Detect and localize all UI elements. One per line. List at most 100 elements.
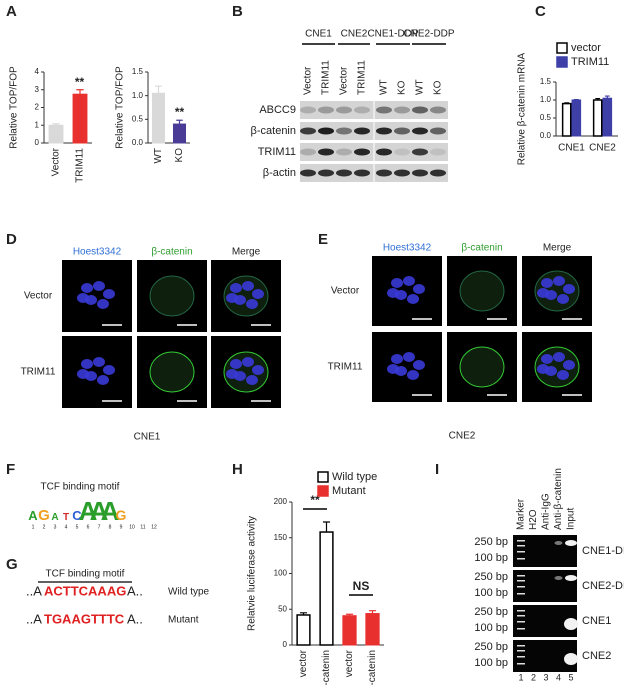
annotation: ** <box>175 105 185 119</box>
nucleus <box>242 357 254 367</box>
x-tick-label: CNE1 <box>558 143 585 154</box>
nucleus <box>252 289 264 299</box>
y-tick-label: 0.5 <box>132 114 144 123</box>
y-tick-label: 1.0 <box>132 91 144 100</box>
marker-band <box>517 545 525 547</box>
logo-position: 8 <box>109 524 112 530</box>
nucleus <box>541 278 553 288</box>
legend-swatch <box>556 56 568 68</box>
marker-band <box>517 628 525 630</box>
error-bar <box>52 123 60 126</box>
blot-band <box>336 169 352 177</box>
legend-label: Mutant <box>332 485 366 497</box>
nucleus <box>246 375 258 385</box>
micrograph <box>522 256 592 326</box>
blot-band <box>336 127 352 135</box>
bar <box>561 102 572 137</box>
nucleus <box>407 370 419 380</box>
blot-band <box>376 106 392 114</box>
error-bar <box>368 610 377 614</box>
blot-band <box>300 106 316 114</box>
blot-lane: Vector <box>303 66 314 95</box>
nucleus <box>553 276 565 286</box>
nucleus <box>246 299 258 309</box>
panel-letter: C <box>535 3 546 20</box>
sequence-suffix: A.. <box>127 611 143 626</box>
x-tick-label: vector <box>344 649 355 677</box>
blot-band <box>300 127 316 135</box>
logo-letter: C <box>72 508 82 523</box>
bar <box>172 123 187 144</box>
nucleus <box>230 359 242 369</box>
gel-column: Input <box>566 508 577 530</box>
nucleus <box>391 278 403 288</box>
y-tick-label: 100 <box>274 569 288 578</box>
x-tick-label: KO <box>174 148 185 163</box>
blot-band <box>412 127 428 135</box>
blot-band <box>430 148 446 156</box>
blot-band <box>354 106 370 114</box>
logo-letter: A <box>79 496 98 526</box>
blot-lane: KO <box>397 80 408 95</box>
gel-column: Marker <box>516 498 527 530</box>
panel-letter: B <box>232 3 243 20</box>
x-tick-label: vector <box>298 649 309 677</box>
blot-band <box>412 106 428 114</box>
micrograph <box>137 336 207 408</box>
y-axis-label: Relative TOP/FOP <box>115 66 126 149</box>
legend-swatch <box>317 485 329 497</box>
nucleus <box>252 365 264 375</box>
y-tick-label: 0 <box>283 640 288 649</box>
logo-letter: T <box>63 512 69 523</box>
legend-label: vector <box>571 42 601 54</box>
nucleus <box>541 354 553 364</box>
nucleus <box>230 283 242 293</box>
gel-column: Anti-IgG <box>541 493 552 530</box>
marker-band <box>517 621 525 623</box>
marker-band <box>517 656 525 658</box>
blot-band <box>318 148 334 156</box>
nucleus <box>93 281 105 291</box>
annotation: ** <box>75 75 85 89</box>
marker-band <box>517 615 525 617</box>
gel-marker-label: 250 bp <box>474 571 508 583</box>
marker-band <box>517 580 525 582</box>
y-tick-label: 1 <box>35 120 40 129</box>
nucleus <box>81 359 93 369</box>
image-caption: CNE1 <box>134 432 161 443</box>
y-tick-label: 4 <box>35 67 40 76</box>
panel-letter: G <box>6 556 18 573</box>
nucleus <box>553 352 565 362</box>
nucleus <box>403 352 415 362</box>
image-row-label: TRIM11 <box>21 367 56 378</box>
bar <box>296 614 311 646</box>
gel-panel-label: CNE2 <box>582 650 611 662</box>
bar <box>592 99 603 137</box>
blot-band <box>430 127 446 135</box>
image-column-header: Merge <box>543 243 572 254</box>
nucleus <box>242 281 254 291</box>
logo-position: 6 <box>87 524 90 530</box>
blot-lane: WT <box>379 79 390 95</box>
bar <box>342 615 357 646</box>
y-tick-label: 2 <box>35 103 40 112</box>
gel-column: H2O <box>528 509 539 530</box>
sequence-label: Mutant <box>168 615 199 626</box>
nucleus <box>407 294 419 304</box>
error-bar <box>604 95 610 99</box>
error-bar <box>322 521 331 533</box>
y-tick-label: 50 <box>278 604 287 613</box>
gel-marker-label: 250 bp <box>474 536 508 548</box>
nucleus <box>387 364 399 374</box>
logo-letter: G <box>38 507 50 524</box>
blot-group: CNE2 <box>341 29 368 40</box>
logo-position: 3 <box>54 524 57 530</box>
legend-label: Wild type <box>332 471 377 483</box>
blot-band <box>300 148 316 156</box>
annotation: ** <box>310 493 320 507</box>
logo-letter: A <box>90 496 109 526</box>
motif-title: TCF binding motif <box>41 482 120 493</box>
blot-band <box>394 148 410 156</box>
cell-outline <box>459 270 505 312</box>
gel-marker-label: 100 bp <box>474 622 508 634</box>
